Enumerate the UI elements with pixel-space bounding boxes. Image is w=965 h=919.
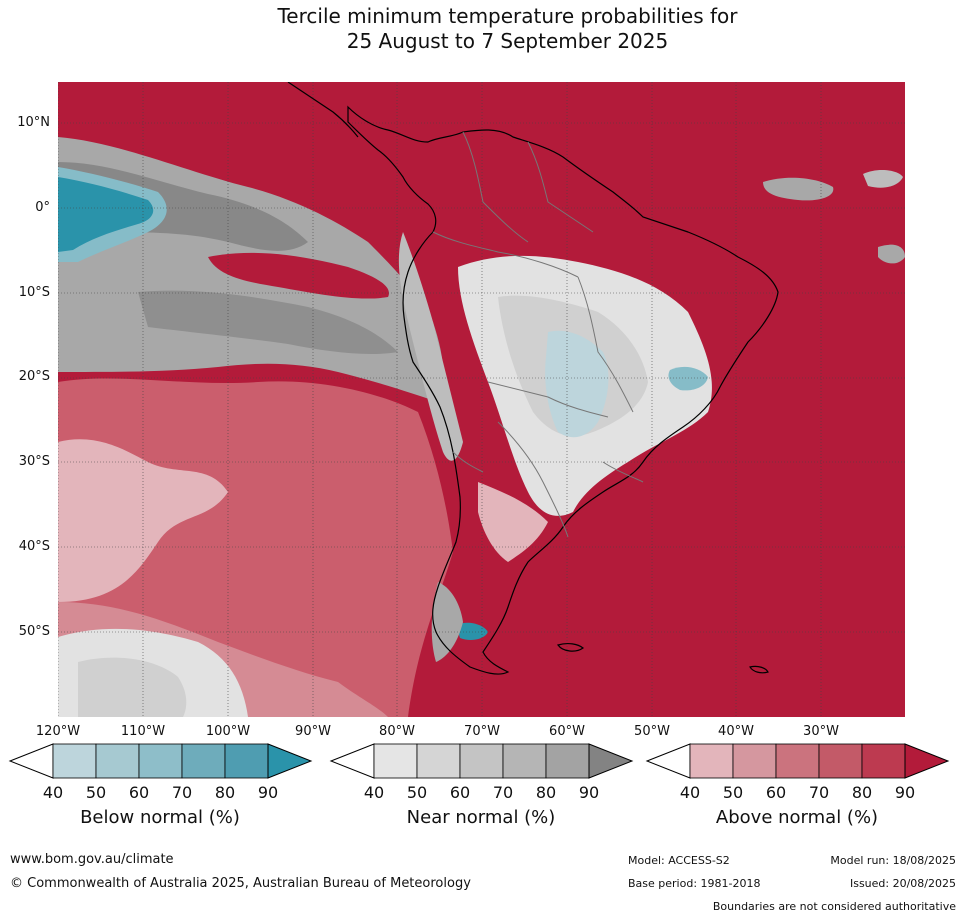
below-normal-land-50 xyxy=(545,330,609,438)
lat-label-40s: 40°S xyxy=(18,539,50,554)
colorbar-segment xyxy=(689,743,734,779)
lat-label-0: 0° xyxy=(35,200,50,215)
above-tick-40: 40 xyxy=(679,783,701,802)
colorbar-below-label: Below normal (%) xyxy=(80,807,240,828)
footer-url[interactable]: www.bom.gov.au/climate xyxy=(10,852,174,867)
colorbar-segment xyxy=(818,743,863,779)
colorbar-segment xyxy=(416,743,461,779)
below-tick-70: 70 xyxy=(171,783,193,802)
colorbar-segment xyxy=(52,743,97,779)
colorbar-near-label: Near normal (%) xyxy=(406,807,556,828)
colorbar-min-extend xyxy=(645,743,691,779)
near-normal-tropical-atlantic xyxy=(763,177,834,201)
near-normal-80-pacific-belt xyxy=(138,290,398,355)
footer-copyright: © Commonwealth of Australia 2025, Austra… xyxy=(10,876,471,891)
south-georgia xyxy=(749,665,769,674)
colorbar-near-normal xyxy=(329,743,634,779)
colorbar-segment xyxy=(224,743,269,779)
south-america-coastline xyxy=(347,105,779,675)
near-normal-southwest-inner xyxy=(78,657,187,717)
lon-label-110w: 110°W xyxy=(120,724,166,739)
below-normal-southeast-brazil xyxy=(668,366,708,391)
lon-label-100w: 100°W xyxy=(205,724,251,739)
near-normal-patagonia xyxy=(431,582,463,662)
colorbar-min-extend xyxy=(8,743,54,779)
colorbar-above-label: Above normal (%) xyxy=(715,807,879,828)
lat-label-30s: 30°S xyxy=(18,454,50,469)
lon-label-80w: 80°W xyxy=(379,724,415,739)
lon-label-120w: 120°W xyxy=(35,724,81,739)
lon-label-70w: 70°W xyxy=(464,724,500,739)
lat-label-10s: 10°S xyxy=(18,285,50,300)
lon-label-90w: 90°W xyxy=(295,724,331,739)
below-tick-90: 90 xyxy=(257,783,279,802)
footer-issued: Issued: 20/08/2025 xyxy=(849,877,956,890)
near-normal-atlantic-patch-3 xyxy=(878,244,905,264)
colorbar-below-normal xyxy=(8,743,313,779)
footer-base-period: Base period: 1981-2018 xyxy=(628,877,761,890)
near-tick-40: 40 xyxy=(363,783,385,802)
colorbar-segment xyxy=(181,743,226,779)
colorbar-min-extend xyxy=(329,743,375,779)
above-tick-50: 50 xyxy=(722,783,744,802)
colorbar-above-normal xyxy=(645,743,950,779)
below-tick-60: 60 xyxy=(128,783,150,802)
lat-label-50s: 50°S xyxy=(18,624,50,639)
above-tick-90: 90 xyxy=(894,783,916,802)
colorbar-max-extend xyxy=(588,743,634,779)
above-90-equatorial-band xyxy=(208,252,389,299)
colorbar-max-extend xyxy=(904,743,950,779)
lat-label-20s: 20°S xyxy=(18,369,50,384)
above-tick-60: 60 xyxy=(765,783,787,802)
above-50-patagonia xyxy=(478,482,548,562)
colorbar-below-svg xyxy=(8,743,313,779)
colorbar-segment xyxy=(95,743,140,779)
colorbar-segment xyxy=(861,743,906,779)
graticule xyxy=(58,82,905,717)
lat-label-10n: 10°N xyxy=(17,115,50,130)
colorbar-max-extend xyxy=(267,743,313,779)
footer-model: Model: ACCESS-S2 xyxy=(628,854,730,867)
near-normal-andes-strip xyxy=(398,232,463,461)
title-line-2: 25 August to 7 September 2025 xyxy=(346,29,669,53)
near-tick-80: 80 xyxy=(535,783,557,802)
colorbar-segment xyxy=(545,743,590,779)
colorbar-segment xyxy=(373,743,418,779)
near-normal-atlantic-patch-2 xyxy=(863,170,903,188)
central-america-coastline xyxy=(287,82,359,138)
footer-disclaimer: Boundaries are not considered authoritat… xyxy=(712,900,956,913)
falkland-islands xyxy=(557,642,584,652)
near-tick-70: 70 xyxy=(492,783,514,802)
lon-label-40w: 40°W xyxy=(718,724,754,739)
below-tick-80: 80 xyxy=(214,783,236,802)
near-tick-60: 60 xyxy=(449,783,471,802)
below-normal-patagonia xyxy=(456,622,488,640)
colorbar-segment xyxy=(502,743,547,779)
footer-model-run: Model run: 18/08/2025 xyxy=(830,854,956,867)
map-title: Tercile minimum temperature probabilitie… xyxy=(0,4,965,54)
near-tick-90: 90 xyxy=(578,783,600,802)
below-tick-40: 40 xyxy=(42,783,64,802)
below-normal-90-west-pacific xyxy=(58,177,154,252)
below-tick-50: 50 xyxy=(85,783,107,802)
colorbar-above-svg xyxy=(645,743,950,779)
colorbar-segment xyxy=(138,743,183,779)
lon-label-60w: 60°W xyxy=(549,724,585,739)
near-tick-50: 50 xyxy=(406,783,428,802)
colorbar-segment xyxy=(775,743,820,779)
colorbar-segment xyxy=(732,743,777,779)
lon-label-30w: 30°W xyxy=(803,724,839,739)
title-line-1: Tercile minimum temperature probabilitie… xyxy=(277,4,738,28)
country-borders xyxy=(432,131,644,538)
colorbar-segment xyxy=(459,743,504,779)
colorbar-near-svg xyxy=(329,743,634,779)
above-tick-70: 70 xyxy=(808,783,830,802)
map-canvas xyxy=(58,82,905,717)
probability-map xyxy=(58,82,905,717)
above-tick-80: 80 xyxy=(851,783,873,802)
lon-label-50w: 50°W xyxy=(634,724,670,739)
